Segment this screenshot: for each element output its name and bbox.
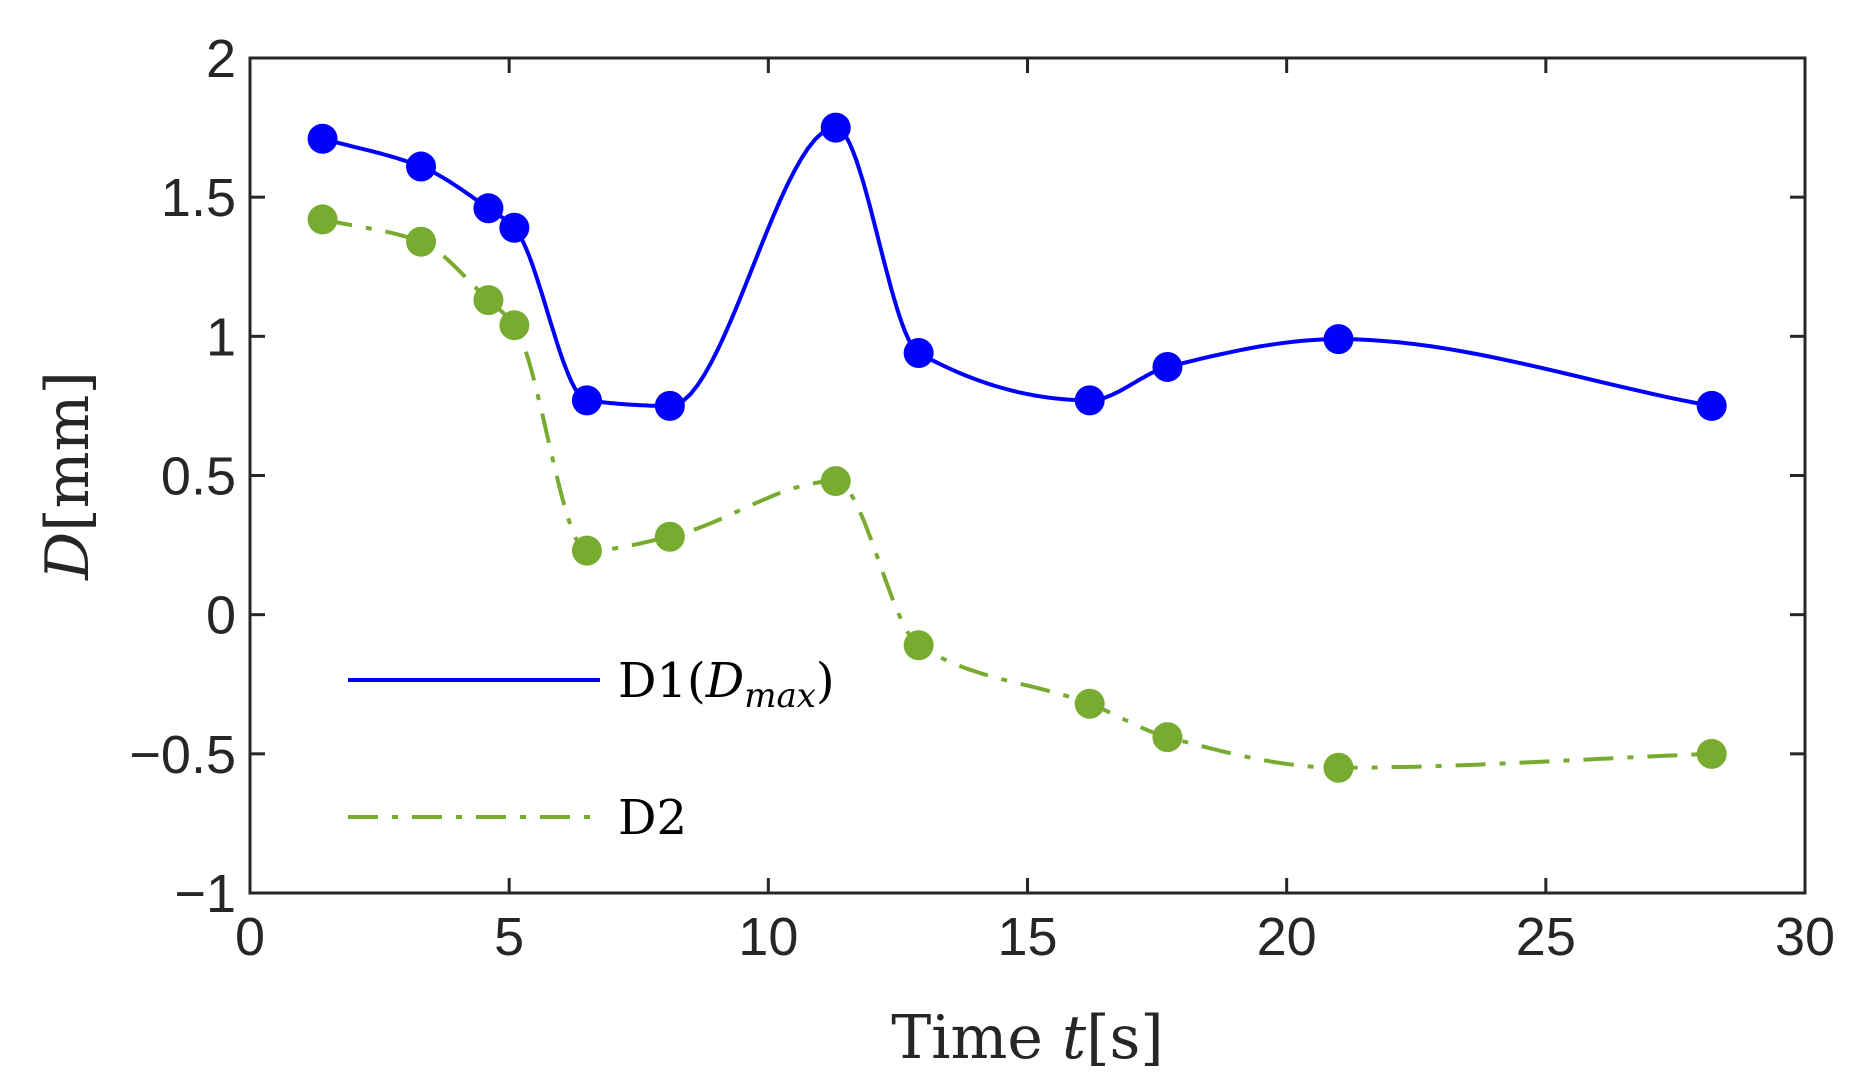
y-tick-label: 1.5 (161, 168, 236, 228)
x-tick-label: 25 (1516, 907, 1576, 967)
series-1-point (903, 338, 934, 369)
series-1-point (571, 385, 602, 416)
series-2-point (1152, 722, 1183, 753)
series-1-point (820, 112, 851, 143)
series-2-point (1323, 752, 1354, 783)
series-line-2 (322, 217, 1712, 770)
legend: D1(Dmax) D2 (348, 653, 835, 846)
plot-series (307, 112, 1727, 783)
x-axis-title: Time t[s] (891, 1003, 1163, 1073)
y-tick-label: 0 (206, 586, 236, 646)
series-1-point (654, 390, 685, 421)
series-1-point (1152, 351, 1183, 382)
x-tick-label: 10 (738, 907, 798, 967)
series-1-point (1074, 385, 1105, 416)
series-1-point (307, 123, 338, 154)
x-tick-label: 20 (1257, 907, 1317, 967)
series-2-point (903, 630, 934, 661)
x-tick-label: 30 (1775, 907, 1835, 967)
series-1-point (499, 212, 530, 243)
series-1-point (406, 151, 437, 182)
y-tick-label: 0.5 (161, 447, 236, 507)
axis-tick-labels: 0 5 10 15 20 25 30 −1 −0.5 0 0.5 1 1.5 2 (129, 29, 1835, 967)
y-tick-label: 1 (206, 307, 236, 367)
series-1-point (1696, 390, 1727, 421)
legend-label-d2: D2 (618, 790, 687, 846)
series-2-point (1696, 738, 1727, 769)
series-2-point (307, 204, 338, 235)
series-2-point (654, 521, 685, 552)
y-tick-label: −0.5 (129, 725, 236, 785)
x-tick-label: 15 (997, 907, 1057, 967)
series-1-point (473, 193, 504, 224)
series-2-point (473, 285, 504, 316)
x-tick-label: 5 (494, 907, 524, 967)
series-2-point (499, 310, 530, 341)
y-axis-title: D[mm] (33, 371, 103, 581)
axis-ticks (248, 56, 1807, 895)
series-2-point (571, 535, 602, 566)
y-tick-label: 2 (206, 29, 236, 89)
series-2-point (820, 466, 851, 497)
x-tick-label: 0 (235, 907, 265, 967)
series-1-point (1323, 324, 1354, 355)
y-tick-label: −1 (174, 864, 236, 924)
legend-label-d1: D1(Dmax) (618, 653, 835, 716)
series-2-point (1074, 688, 1105, 719)
series-2-point (406, 226, 437, 257)
